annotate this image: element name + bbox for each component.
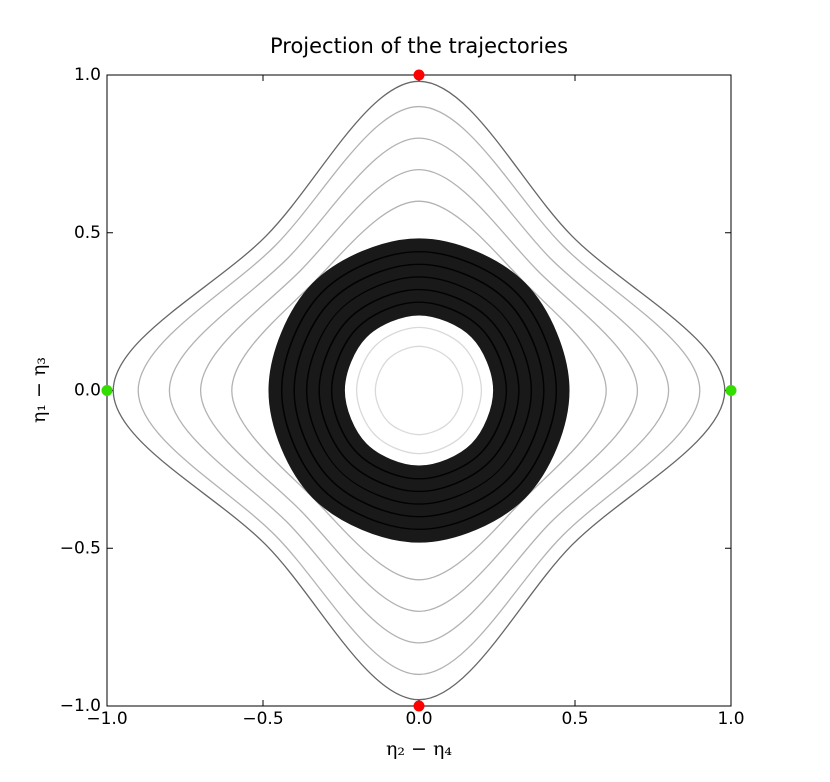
plot-area [112,80,726,701]
trajectory [137,105,701,676]
x-tick-label: 0.5 [561,709,588,729]
trajectory [305,276,533,505]
chart-title: Projection of the trajectories [270,34,568,58]
fixed-point [413,69,425,81]
trajectory [318,288,520,493]
x-axis-label: η₂ − η₄ [386,738,452,760]
trajectory [330,301,508,480]
y-axis-label: η₁ − η₃ [28,357,50,423]
fixed-point [725,385,737,396]
y-tick-label: 1.0 [74,65,101,85]
trajectory [199,168,639,613]
x-tick-label: −1.0 [86,709,127,729]
trajectory [268,238,570,543]
trajectory [374,345,464,436]
fixed-point [101,385,113,396]
y-tick-label: 0.0 [74,381,101,401]
x-tick-label: 1.0 [717,709,744,729]
y-tick-label: −0.5 [60,538,101,558]
trajectory [355,326,483,455]
x-tick-label: −0.5 [242,709,283,729]
trajectory [293,263,545,518]
overlay: −1.0 −0.5 0.0 0.5 1.0 −1.0 −0.5 0.0 0.5 1.0 [60,65,745,729]
x-tick-label: 0.0 [405,709,432,729]
y-tick-label: −1.0 [60,696,101,716]
trajectory [168,137,670,644]
y-tick-label: 0.5 [74,223,101,243]
trajectory [231,200,607,581]
trajectory [280,250,558,531]
trajectory [112,80,726,701]
fixed-point [413,700,425,712]
